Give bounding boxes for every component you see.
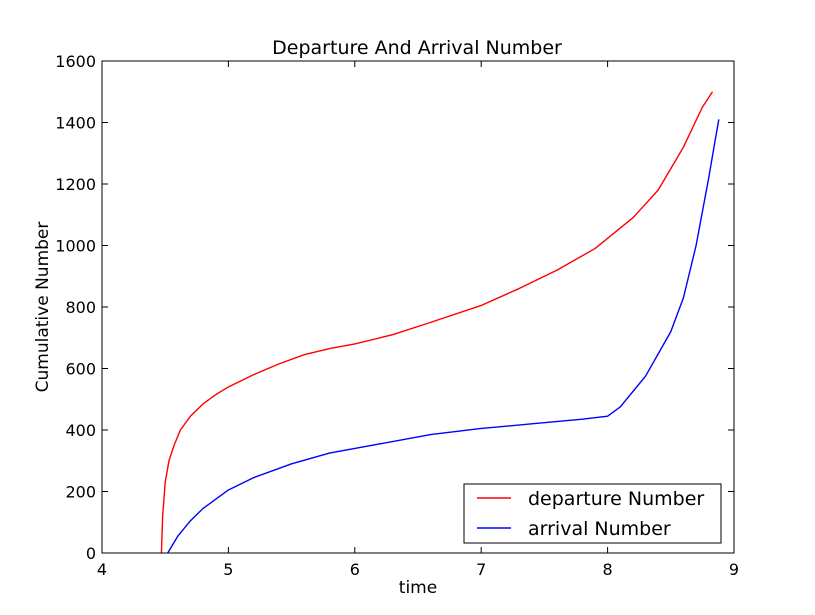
y-axis-label: Cumulative Number — [33, 222, 53, 393]
x-tick-label: 6 — [350, 560, 360, 579]
legend-box — [463, 483, 722, 544]
y-tick-label: 400 — [65, 421, 96, 440]
series-layer — [160, 91, 720, 554]
y-tick-label: 800 — [65, 298, 96, 317]
y-tick-label: 0 — [86, 544, 96, 563]
series-line-departure-number — [160, 91, 714, 554]
y-tick-label: 1200 — [55, 175, 96, 194]
y-tick-label: 600 — [65, 360, 96, 379]
legend-label-arrival: arrival Number — [528, 518, 671, 540]
chart-title: Departure And Arrival Number — [272, 37, 562, 59]
y-tick-label: 1000 — [55, 237, 96, 256]
legend: departure Number arrival Number — [463, 483, 722, 544]
series-line-arrival-number — [167, 119, 720, 554]
y-tick-label: 1600 — [55, 52, 96, 71]
x-tick-label: 5 — [223, 560, 233, 579]
x-tick-label: 8 — [603, 560, 613, 579]
y-axis-ticks: 0 200 400 600 800 1000 1200 1400 1600 — [55, 52, 734, 563]
x-axis-label: time — [399, 578, 437, 598]
y-tick-label: 1400 — [55, 114, 96, 133]
x-tick-label: 9 — [729, 560, 739, 579]
x-tick-label: 7 — [476, 560, 486, 579]
legend-label-departure: departure Number — [528, 488, 704, 510]
x-tick-label: 4 — [97, 560, 107, 579]
plot-frame — [101, 60, 735, 554]
y-tick-label: 200 — [65, 483, 96, 502]
